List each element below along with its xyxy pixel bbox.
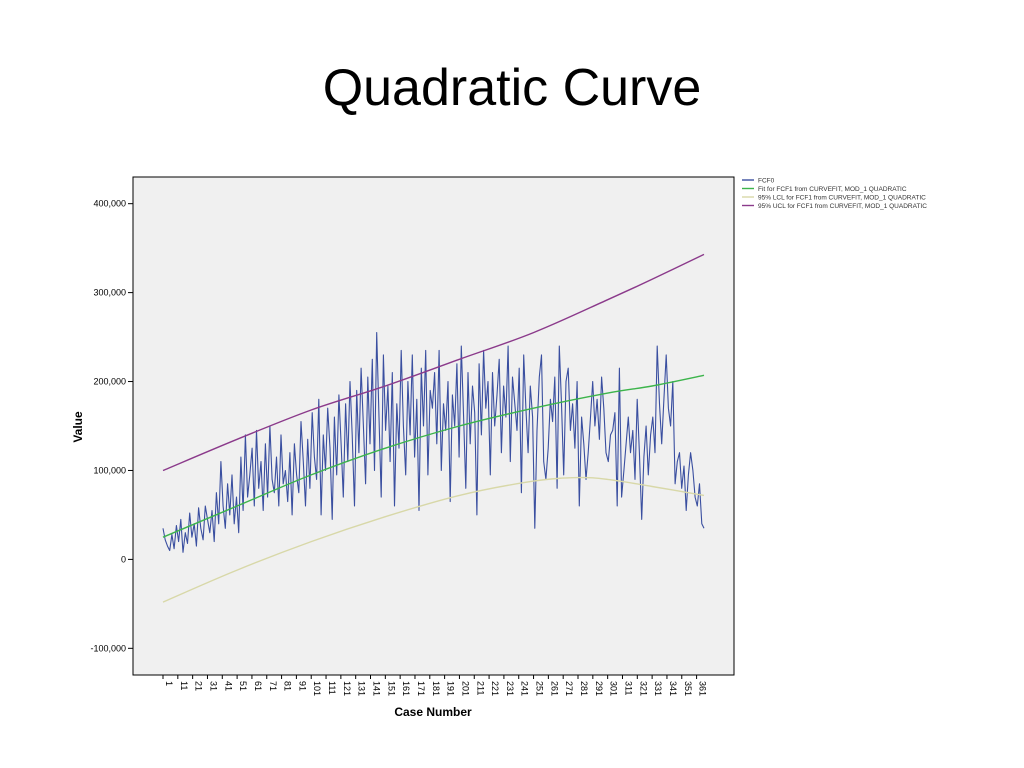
x-tick-label: 121 — [342, 681, 352, 696]
x-tick-label: 201 — [460, 681, 470, 696]
y-axis: -100,000 0 100,000 200,000 300,000 400,000 — [90, 199, 133, 653]
x-tick-label: 271 — [564, 681, 574, 696]
x-axis-title: Case Number — [394, 705, 472, 719]
x-tick-label: 51 — [238, 681, 248, 691]
x-tick-label: 131 — [357, 681, 367, 696]
x-tick-label: 351 — [683, 681, 693, 696]
x-tick-label: 341 — [668, 681, 678, 696]
y-tick-label: 300,000 — [93, 288, 126, 298]
x-tick-label: 211 — [475, 681, 485, 695]
x-tick-label: 181 — [431, 681, 441, 696]
x-tick-label: 31 — [208, 681, 218, 691]
series-line-1 — [162, 374, 705, 538]
x-tick-label: 321 — [638, 681, 648, 696]
series-layer — [162, 253, 705, 603]
x-tick-label: 241 — [520, 681, 530, 696]
y-axis-title: Value — [71, 411, 85, 443]
plot-area — [132, 176, 735, 676]
x-tick-label: 141 — [372, 681, 382, 696]
x-tick-label: 171 — [416, 681, 426, 696]
x-tick-label: 251 — [535, 681, 545, 696]
x-tick-label: 81 — [283, 681, 293, 691]
x-tick-label: 221 — [490, 681, 500, 696]
x-tick-label: 231 — [505, 681, 515, 696]
legend-label-2: 95% LCL for FCF1 from CURVEFIT, MOD_1 QU… — [758, 194, 926, 201]
y-tick-label: 100,000 — [93, 465, 126, 475]
x-tick-label: 21 — [194, 681, 204, 691]
series-line-0 — [162, 332, 705, 553]
slide-title: Quadratic Curve — [322, 59, 702, 117]
x-tick-label: 331 — [653, 681, 663, 696]
legend-label-0: FCF0 — [758, 177, 775, 184]
x-tick-label: 101 — [312, 681, 322, 696]
x-tick-label: 111 — [327, 681, 337, 695]
x-tick-label: 261 — [549, 681, 559, 696]
y-tick-label: 200,000 — [93, 377, 126, 387]
x-tick-label: 151 — [386, 681, 396, 696]
series-line-3 — [162, 253, 705, 472]
y-tick-label: 0 — [121, 554, 126, 564]
y-tick-label: 400,000 — [93, 199, 126, 209]
x-tick-label: 301 — [609, 681, 619, 696]
x-tick-label: 311 — [623, 681, 633, 695]
x-tick-label: 1 — [164, 681, 174, 686]
x-tick-label: 291 — [594, 681, 604, 696]
x-tick-label: 61 — [253, 681, 263, 691]
x-tick-label: 41 — [223, 681, 233, 691]
series-line-2 — [162, 476, 705, 603]
x-tick-label: 161 — [401, 681, 411, 696]
legend-label-3: 95% UCL for FCF1 from CURVEFIT, MOD_1 QU… — [758, 203, 927, 210]
y-tick-label: -100,000 — [90, 643, 126, 653]
legend-label-1: Fit for FCF1 from CURVEFIT, MOD_1 QUADRA… — [758, 186, 907, 193]
x-tick-label: 281 — [579, 681, 589, 696]
x-axis: 1 11 21 31 41 51 61 71 81 91 101 111 121 131 141 151 161… — [162, 675, 708, 696]
x-tick-label: 71 — [268, 681, 278, 691]
x-tick-label: 91 — [297, 681, 307, 691]
x-tick-label: 11 — [179, 681, 189, 690]
legend: FCF0 Fit for FCF1 from CURVEFIT, MOD_1 QU… — [742, 177, 927, 210]
x-tick-label: 361 — [698, 681, 708, 696]
x-tick-label: 191 — [446, 681, 456, 696]
